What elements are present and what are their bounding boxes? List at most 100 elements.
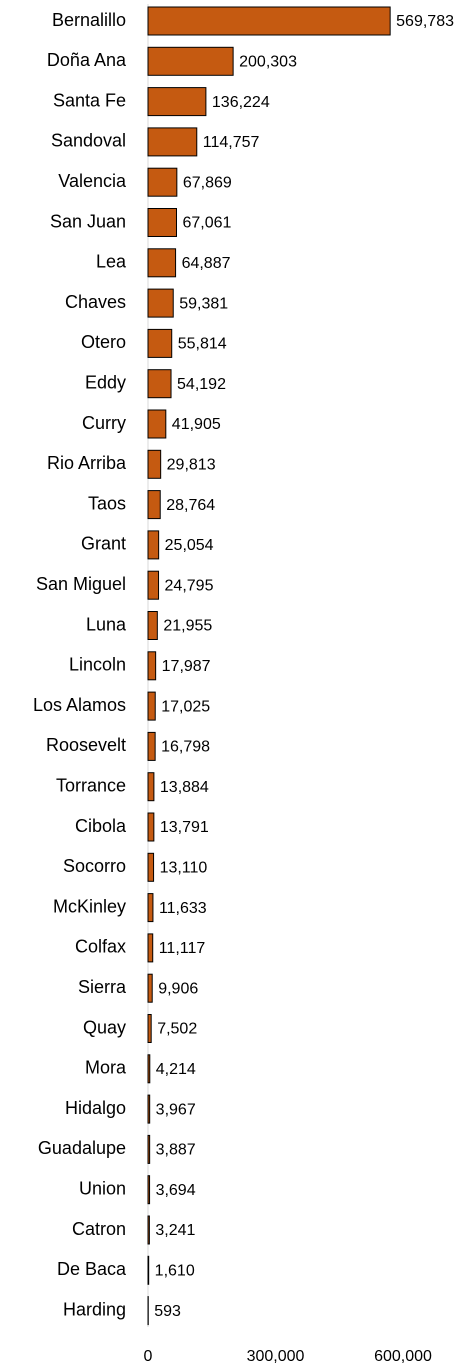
value-label: 41,905 xyxy=(172,416,221,433)
bar xyxy=(147,812,155,842)
value-label: 9,906 xyxy=(158,980,198,997)
value-label: 67,869 xyxy=(183,174,232,191)
bar xyxy=(147,167,178,197)
bar xyxy=(147,611,158,640)
y-tick-label: Valencia xyxy=(58,171,127,191)
value-label: 3,694 xyxy=(156,1182,196,1199)
bar xyxy=(147,248,177,278)
value-label: 17,987 xyxy=(162,658,211,675)
value-label: 24,795 xyxy=(165,577,214,594)
y-tick-label: Roosevelt xyxy=(46,735,126,755)
bar xyxy=(147,772,155,802)
value-label: 136,224 xyxy=(212,94,270,111)
value-label: 29,813 xyxy=(167,457,216,474)
value-label: 7,502 xyxy=(157,1021,197,1038)
value-label: 1,610 xyxy=(155,1263,195,1280)
value-label: 13,110 xyxy=(160,860,208,877)
value-label: 13,884 xyxy=(160,779,209,796)
value-label: 59,381 xyxy=(179,295,228,312)
y-tick-label: Bernalillo xyxy=(52,10,126,30)
y-tick-label: Santa Fe xyxy=(53,90,126,110)
value-label: 114,757 xyxy=(203,134,260,151)
bar xyxy=(147,208,178,237)
bar xyxy=(147,449,162,479)
bar xyxy=(147,409,167,439)
y-tick-label: Rio Arriba xyxy=(47,453,127,473)
value-label: 11,633 xyxy=(159,900,207,917)
value-label: 3,967 xyxy=(156,1101,196,1118)
y-tick-label: Harding xyxy=(63,1299,126,1319)
value-label: 21,955 xyxy=(163,618,212,635)
y-tick-label: Luna xyxy=(86,614,127,634)
bar xyxy=(147,1014,152,1043)
value-label: 16,798 xyxy=(161,739,210,756)
value-label: 569,783 xyxy=(396,13,454,30)
y-tick-label: Quay xyxy=(83,1017,126,1037)
y-tick-label: Catron xyxy=(72,1219,126,1239)
value-label: 25,054 xyxy=(165,537,214,554)
y-tick-label: Sierra xyxy=(78,977,127,997)
bar xyxy=(147,933,154,963)
bar xyxy=(147,1175,151,1205)
bar xyxy=(147,490,161,520)
bar xyxy=(147,87,207,117)
y-tick-label: Taos xyxy=(88,493,126,513)
y-tick-label: Otero xyxy=(81,332,126,352)
y-tick-label: Torrance xyxy=(56,775,126,795)
y-tick-label: Union xyxy=(79,1178,126,1198)
y-tick-label: De Baca xyxy=(57,1259,127,1279)
y-tick-label: Curry xyxy=(82,413,126,433)
value-label: 4,214 xyxy=(156,1061,196,1078)
value-label: 200,303 xyxy=(239,54,297,71)
y-tick-label: Cibola xyxy=(75,816,127,836)
y-tick-label: Los Alamos xyxy=(33,695,126,715)
y-tick-label: Eddy xyxy=(85,372,126,392)
bar xyxy=(147,328,173,358)
bar xyxy=(147,530,160,560)
value-label: 55,814 xyxy=(178,336,227,353)
bar xyxy=(147,1094,151,1124)
y-tick-label: Mora xyxy=(85,1058,127,1078)
bar xyxy=(147,893,154,923)
x-tick-label: 300,000 xyxy=(247,1348,305,1365)
y-tick-label: Grant xyxy=(81,534,126,554)
y-tick-label: Hidalgo xyxy=(65,1098,126,1118)
y-tick-label: Lea xyxy=(96,252,127,272)
y-tick-label: Socorro xyxy=(63,856,126,876)
value-label: 3,887 xyxy=(156,1142,196,1159)
bar xyxy=(147,1215,150,1245)
bar xyxy=(147,288,174,318)
bar xyxy=(147,1255,150,1285)
y-tick-label: Sandoval xyxy=(51,131,126,151)
bar xyxy=(147,6,391,36)
bar xyxy=(147,731,156,761)
bar xyxy=(147,691,156,721)
value-label: 64,887 xyxy=(182,255,231,272)
bar xyxy=(147,1054,151,1084)
value-label: 67,061 xyxy=(183,215,232,232)
y-tick-label: San Juan xyxy=(50,211,126,231)
y-tick-label: Doña Ana xyxy=(47,50,127,70)
y-tick-label: Guadalupe xyxy=(38,1138,126,1158)
y-tick-label: McKinley xyxy=(53,896,126,916)
value-label: 593 xyxy=(154,1303,181,1320)
value-label: 54,192 xyxy=(177,376,226,393)
y-tick-label: Lincoln xyxy=(69,655,126,675)
value-label: 3,241 xyxy=(155,1222,195,1239)
bar xyxy=(147,1134,151,1164)
x-tick-label: 600,000 xyxy=(374,1348,432,1365)
bar xyxy=(147,570,160,600)
bar xyxy=(147,369,172,399)
bar xyxy=(147,651,157,681)
bar xyxy=(147,852,155,882)
value-label: 28,764 xyxy=(166,497,215,514)
value-label: 13,791 xyxy=(160,819,209,836)
value-label: 17,025 xyxy=(161,698,210,715)
y-tick-label: Chaves xyxy=(65,292,126,312)
value-label: 11,117 xyxy=(159,940,206,957)
bar xyxy=(147,127,198,157)
bar xyxy=(147,46,234,76)
y-tick-label: Colfax xyxy=(75,937,126,957)
bar xyxy=(147,973,153,1003)
